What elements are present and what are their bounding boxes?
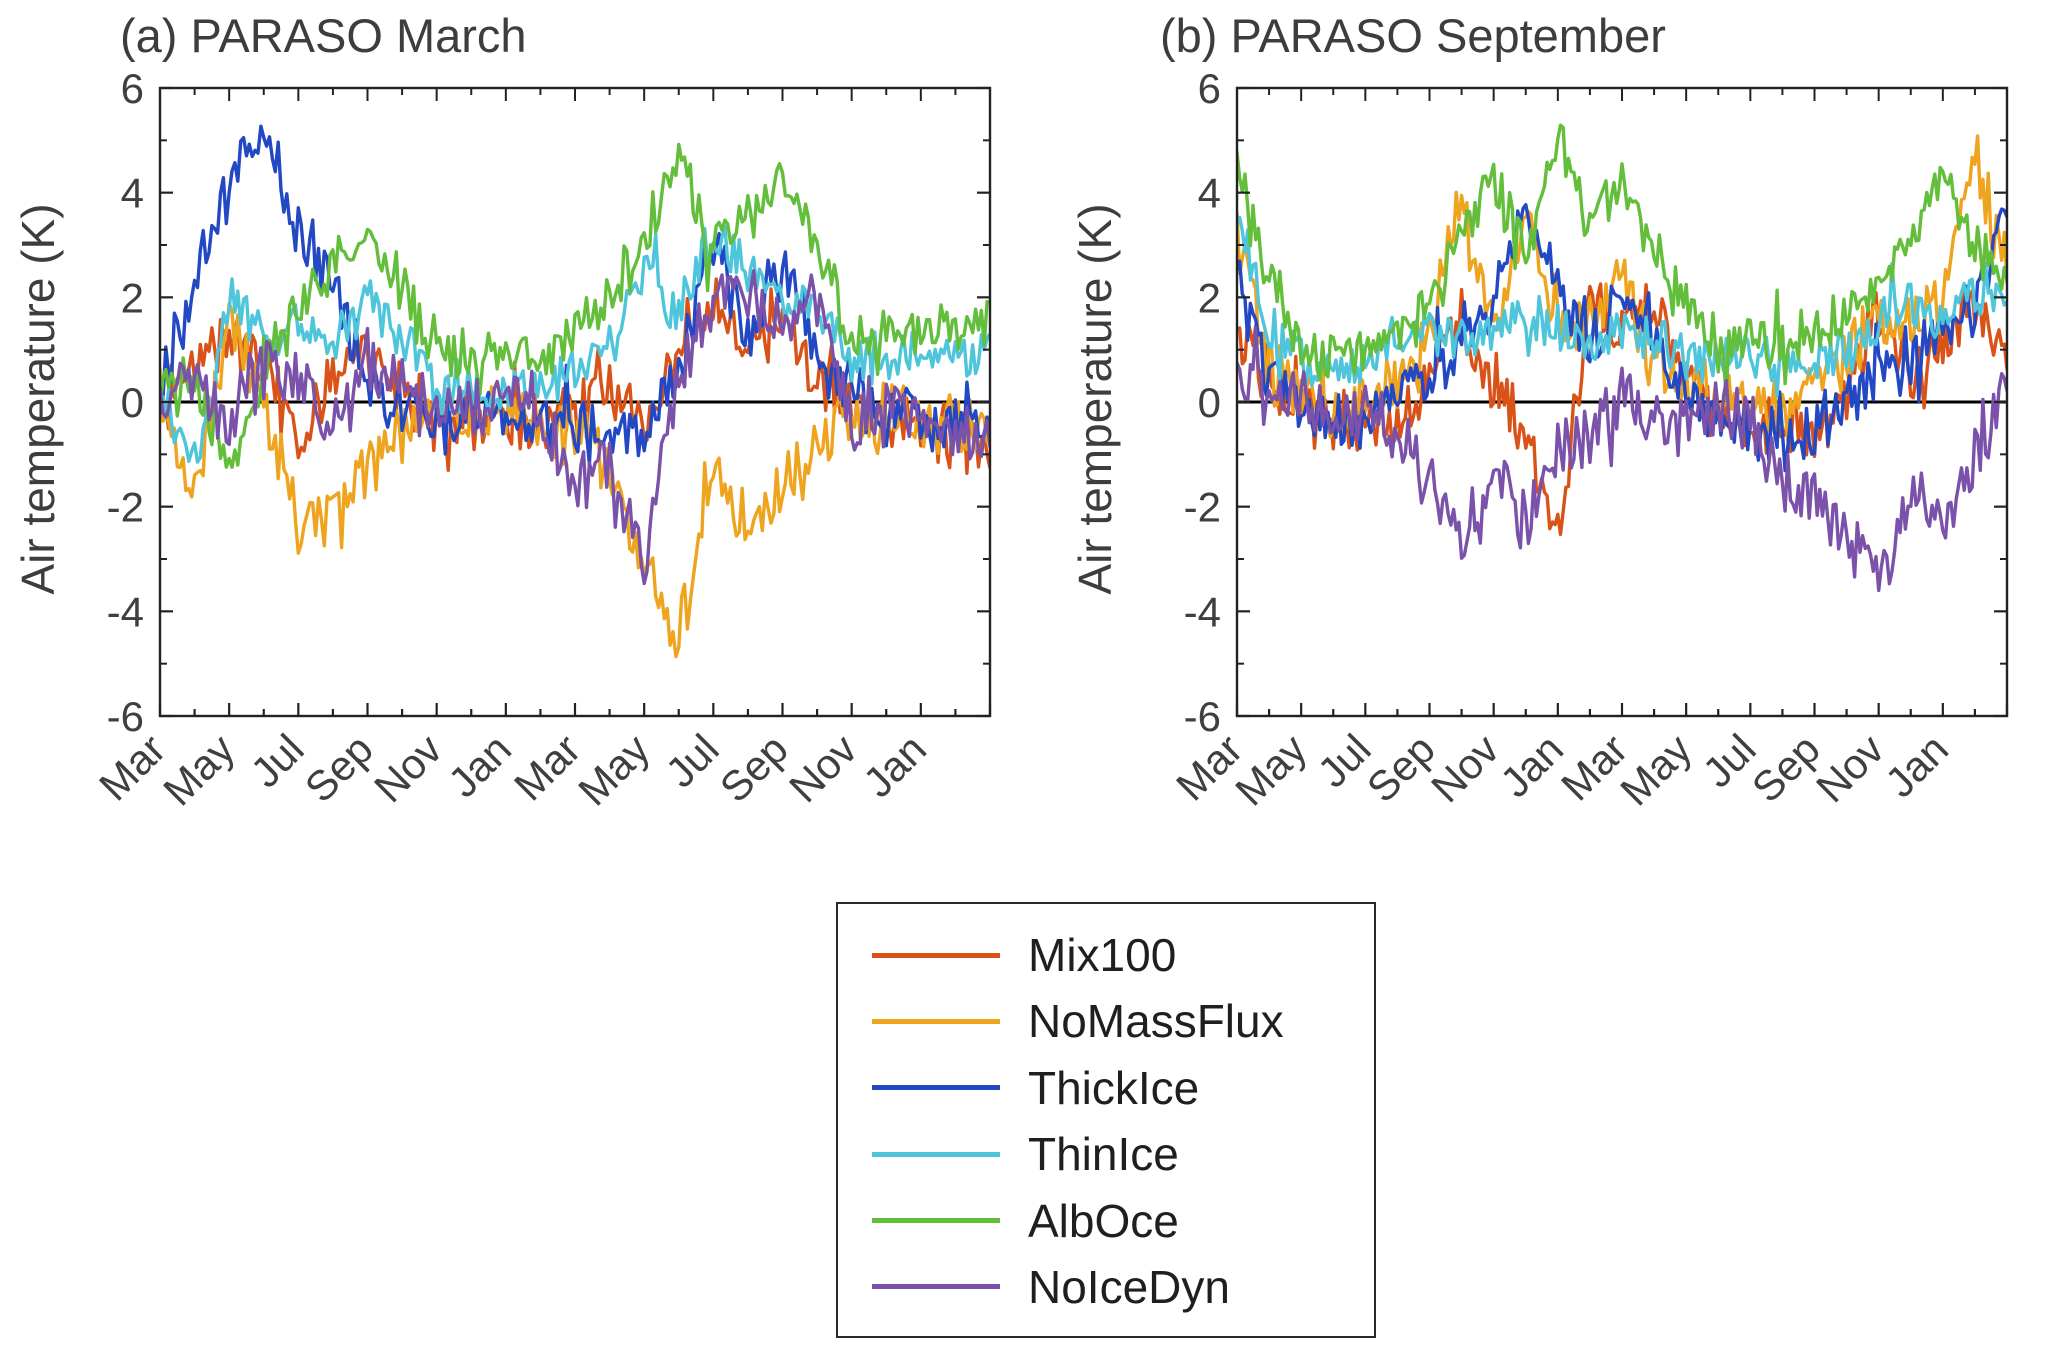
x-tick-label: Nov: [780, 725, 866, 811]
line-noicedyn: [160, 269, 990, 586]
x-tick-label: Mar: [1552, 725, 1636, 809]
panel-a-title: (a) PARASO March: [120, 9, 527, 62]
line-thickice: [160, 124, 990, 466]
legend: Mix100 NoMassFlux ThickIce ThinIce AlbOc…: [836, 902, 1376, 1338]
x-tick-label: Sep: [296, 725, 382, 811]
x-tick-label: Jan: [1491, 725, 1572, 806]
panel-b-title: (b) PARASO September: [1160, 9, 1666, 62]
x-tick-label: Jan: [439, 725, 520, 806]
legend-label: Mix100: [1028, 929, 1177, 981]
legend-label: ThinIce: [1028, 1128, 1179, 1181]
x-tick-label: Jan: [854, 725, 935, 806]
line-thickice: [1237, 203, 2007, 473]
series-group: [160, 124, 990, 659]
y-tick-label: -2: [107, 484, 144, 531]
x-tick-label: Mar: [90, 725, 174, 809]
y-tick-label: 2: [1198, 274, 1221, 321]
x-tick-label: Mar: [505, 725, 589, 809]
y-tick-label: -4: [1184, 588, 1221, 635]
y-tick-label: -6: [107, 693, 144, 740]
series-group: [1237, 123, 2007, 593]
line-thinice: [160, 224, 990, 464]
legend-item-alboce: AlbOce: [872, 1190, 1364, 1252]
y-tick-label: -6: [1184, 693, 1221, 740]
line-noicedyn: [1237, 326, 2007, 593]
y-tick-label: 6: [121, 65, 144, 112]
legend-label: NoIceDyn: [1028, 1260, 1230, 1313]
y-tick-label: 0: [121, 379, 144, 426]
x-tick-label: May: [569, 725, 658, 814]
x-tick-label: Sep: [711, 725, 797, 811]
y-tick-label: -4: [107, 588, 144, 635]
y-tick-label: 4: [121, 170, 144, 217]
legend-label: ThickIce: [1028, 1061, 1200, 1114]
x-tick-label: Jul: [656, 725, 727, 796]
legend-line-sample: [872, 1085, 1000, 1091]
y-tick-label: -2: [1184, 484, 1221, 531]
legend-line-sample: [872, 1218, 1000, 1224]
x-tick-label: Jan: [1876, 725, 1957, 806]
y-tick-label: 4: [1198, 170, 1221, 217]
legend-item-noicedyn: NoIceDyn: [872, 1256, 1364, 1318]
x-tick-label: May: [1226, 725, 1315, 814]
x-tick-label: Mar: [1167, 725, 1251, 809]
x-tick-label: Jul: [241, 725, 312, 796]
x-tick-label: May: [154, 725, 243, 814]
y-tick-label: 2: [121, 274, 144, 321]
legend-line-sample: [872, 1151, 1000, 1157]
legend-label: NoMassFlux: [1028, 995, 1284, 1048]
panel-b-plot: -6-4-20246MarMayJulSepNovJanMarMayJulSep…: [1167, 65, 2009, 814]
legend-label: AlbOce: [1028, 1194, 1179, 1247]
legend-item-nomassflux: NoMassFlux: [872, 990, 1364, 1052]
line-alboce: [1237, 123, 2007, 402]
y-tick-label: 0: [1198, 379, 1221, 426]
x-tick-label: Nov: [365, 725, 451, 811]
line-alboce: [160, 142, 990, 469]
x-tick-label: May: [1611, 725, 1700, 814]
legend-line-sample: [872, 952, 1000, 958]
line-thinice: [1237, 215, 2007, 398]
legend-item-mix100: Mix100: [872, 924, 1364, 986]
legend-line-sample: [872, 1284, 1000, 1290]
y-tick-label: 6: [1198, 65, 1221, 112]
panel-a-plot: -6-4-20246MarMayJulSepNovJanMarMayJulSep…: [90, 65, 992, 814]
legend-item-thickice: ThickIce: [872, 1057, 1364, 1119]
legend-line-sample: [872, 1018, 1000, 1024]
legend-item-thinice: ThinIce: [872, 1123, 1364, 1185]
